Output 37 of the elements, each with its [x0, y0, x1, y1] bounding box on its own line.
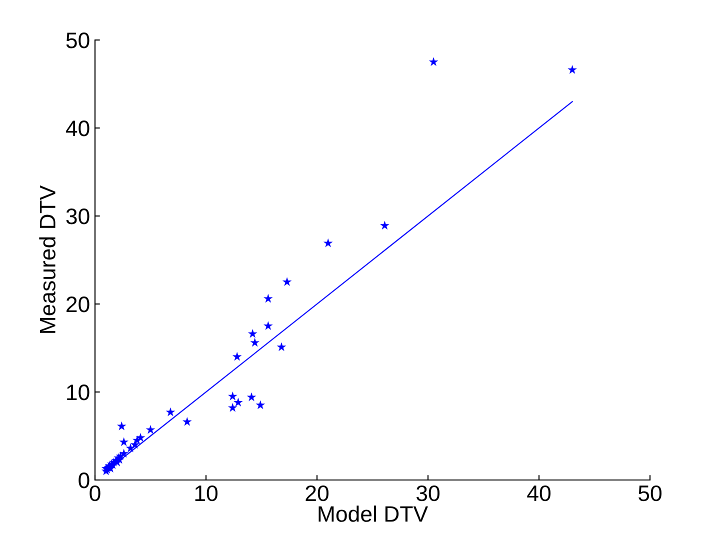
point	[182, 417, 192, 426]
x-tick-label: 10	[195, 485, 218, 502]
point	[119, 437, 129, 446]
y-tick-label: 10	[67, 384, 90, 400]
y-tick-label: 50	[66, 32, 90, 48]
x-tick-label: 20	[306, 485, 328, 502]
point	[116, 421, 126, 430]
point	[568, 65, 577, 74]
y-tick-label: 30	[66, 208, 90, 224]
y-tick-label: 20	[66, 296, 90, 312]
point	[256, 400, 266, 410]
point	[248, 329, 258, 338]
point	[282, 277, 292, 286]
y-tick-label: 40	[66, 120, 90, 136]
point	[234, 398, 243, 407]
point	[166, 407, 176, 416]
point	[136, 432, 146, 442]
point	[232, 352, 242, 361]
point	[250, 338, 260, 347]
y-tick-label: 0	[78, 472, 90, 488]
point	[428, 57, 438, 66]
point	[323, 238, 333, 248]
x-tick-label: 50	[638, 485, 662, 502]
point	[119, 448, 129, 458]
point	[263, 321, 273, 330]
point	[228, 391, 238, 400]
x-tick-label: 0	[90, 485, 100, 502]
y-axis-title: Measured DTV	[39, 185, 56, 333]
x-tick-label: 30	[416, 485, 440, 502]
point	[380, 220, 390, 230]
point	[276, 342, 286, 352]
point	[228, 402, 238, 412]
point	[263, 294, 273, 303]
point	[246, 392, 256, 402]
point	[146, 424, 156, 434]
x-tick-label: 40	[527, 485, 550, 502]
x-axis-title: Model DTV	[318, 506, 428, 522]
